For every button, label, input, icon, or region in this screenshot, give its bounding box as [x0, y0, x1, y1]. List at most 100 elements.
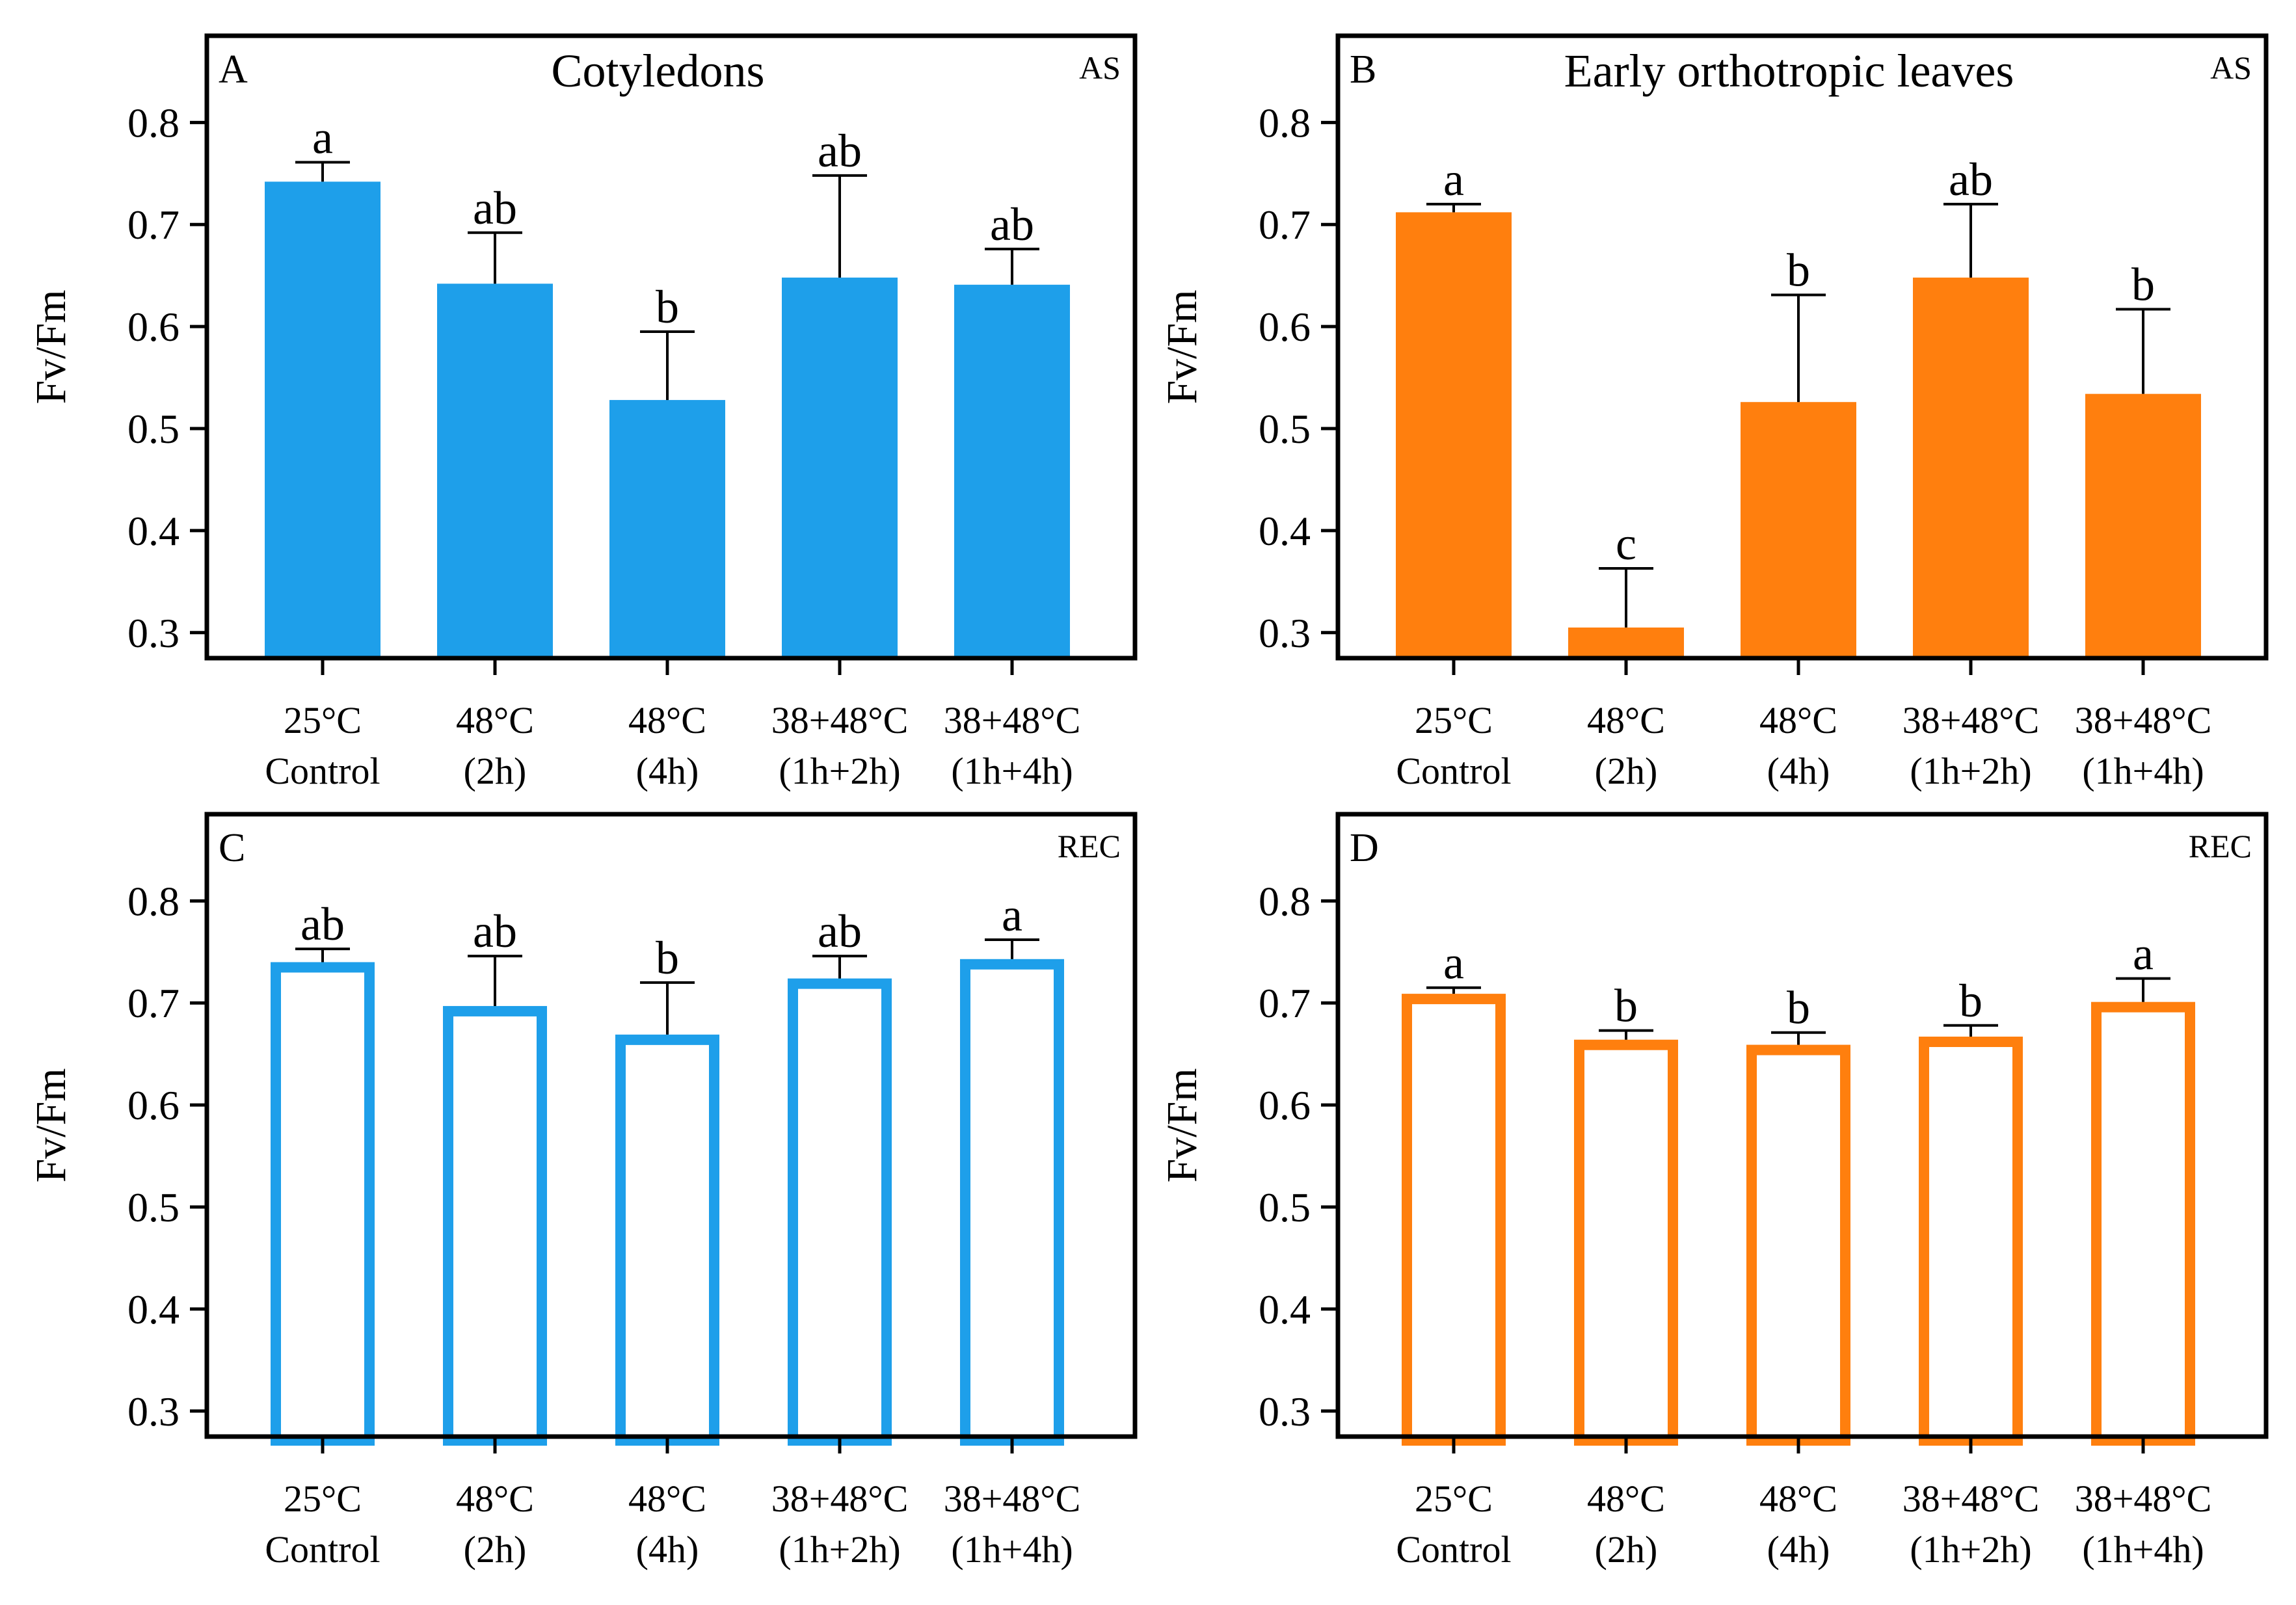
- category-label-d-4-line2: (1h+2h): [1910, 1528, 2031, 1571]
- category-label-d-5-line1: 38+48°C: [2075, 1478, 2212, 1520]
- bar-d-1: [1402, 994, 1506, 1446]
- category-label-b-3-line2: (4h): [1767, 750, 1830, 792]
- category-label-c-3-line2: (4h): [636, 1528, 699, 1571]
- y-tick-label-b-5: 0.7: [1259, 202, 1311, 248]
- category-label-c-2-line1: 48°C: [456, 1478, 534, 1520]
- bar-b-2: [1568, 627, 1684, 658]
- category-label-c-2-line2: (2h): [464, 1528, 527, 1571]
- panel-b: a 25°C Control c 48°C (2h) b 48°C (4h) ab 38+48°C (…: [1158, 33, 2269, 792]
- category-label-c-5-line1: 38+48°C: [944, 1478, 1081, 1520]
- plot-frame-a: [204, 33, 1138, 661]
- category-label-d-2-line2: (2h): [1595, 1528, 1658, 1571]
- category-label-d-5-line2: (1h+4h): [2082, 1528, 2204, 1571]
- significance-label-d-1: a: [1443, 937, 1464, 989]
- significance-label-a-1: a: [312, 112, 333, 164]
- y-tick-label-c-5: 0.7: [127, 980, 180, 1026]
- panel-letter-b: B: [1350, 47, 1376, 92]
- category-label-a-4-line2: (1h+2h): [779, 750, 900, 792]
- category-label-c-5-line2: (1h+4h): [951, 1528, 1073, 1571]
- category-label-a-2-line1: 48°C: [456, 699, 534, 741]
- significance-label-b-2: c: [1616, 518, 1636, 570]
- y-tick-label-b-1: 0.3: [1259, 610, 1311, 656]
- significance-label-c-3: b: [656, 932, 679, 984]
- bar-c-4: [788, 978, 892, 1446]
- bar-d-3: [1746, 1044, 1850, 1446]
- bar-c-3: [615, 1034, 719, 1446]
- bar-a-1: [265, 181, 380, 658]
- significance-label-a-5: ab: [990, 198, 1034, 250]
- category-label-d-1-line1: 25°C: [1415, 1478, 1493, 1520]
- bar-b-5: [2085, 393, 2201, 658]
- category-label-a-4-line1: 38+48°C: [771, 699, 909, 741]
- category-label-b-1-line2: Control: [1396, 750, 1511, 792]
- bar-c-5: [960, 959, 1064, 1446]
- category-label-d-3-line2: (4h): [1767, 1528, 1830, 1571]
- y-axis-title-b: Fv/Fm: [1158, 289, 1206, 404]
- category-label-a-1-line1: 25°C: [284, 699, 362, 741]
- y-tick-label-a-1: 0.3: [127, 610, 180, 656]
- y-tick-label-a-5: 0.7: [127, 202, 180, 248]
- bar-c-1: [271, 962, 375, 1446]
- y-tick-label-a-4: 0.6: [127, 304, 180, 350]
- category-label-b-4-line1: 38+48°C: [1902, 699, 2040, 741]
- category-label-c-3-line1: 48°C: [628, 1478, 706, 1520]
- y-tick-label-d-2: 0.4: [1259, 1286, 1311, 1333]
- bar-a-3: [609, 400, 725, 658]
- category-label-b-5-line1: 38+48°C: [2075, 699, 2212, 741]
- y-tick-label-c-1: 0.3: [127, 1388, 180, 1435]
- bar-c-2: [443, 1005, 547, 1446]
- significance-label-c-1: ab: [300, 898, 345, 950]
- y-tick-label-b-6: 0.8: [1259, 99, 1311, 146]
- bar-a-5: [954, 284, 1070, 658]
- category-label-c-4-line2: (1h+2h): [779, 1528, 900, 1571]
- category-label-b-4-line2: (1h+2h): [1910, 750, 2031, 792]
- significance-label-a-2: ab: [473, 182, 517, 234]
- category-label-b-1-line1: 25°C: [1415, 699, 1493, 741]
- y-tick-label-a-6: 0.8: [127, 99, 180, 146]
- category-label-c-4-line1: 38+48°C: [771, 1478, 909, 1520]
- significance-label-d-5: a: [2133, 928, 2154, 980]
- y-axis-title-a: Fv/Fm: [27, 289, 75, 404]
- panel-title-b: Early orthotropic leaves: [1564, 45, 2014, 97]
- category-label-a-5-line2: (1h+4h): [951, 750, 1073, 792]
- y-tick-label-d-1: 0.3: [1259, 1388, 1311, 1435]
- category-label-b-5-line2: (1h+4h): [2082, 750, 2204, 792]
- bar-d-2: [1574, 1039, 1678, 1446]
- panel-letter-c: C: [219, 826, 245, 870]
- category-label-a-5-line1: 38+48°C: [944, 699, 1081, 741]
- category-label-c-1-line2: Control: [265, 1528, 380, 1571]
- significance-label-c-4: ab: [818, 905, 862, 957]
- significance-label-d-4: b: [1959, 975, 1982, 1027]
- y-tick-label-a-3: 0.5: [127, 406, 180, 452]
- y-tick-label-d-4: 0.6: [1259, 1082, 1311, 1128]
- panel-tag-a: AS: [1079, 49, 1121, 86]
- category-label-d-2-line1: 48°C: [1587, 1478, 1665, 1520]
- y-tick-label-a-2: 0.4: [127, 508, 180, 554]
- y-tick-label-d-3: 0.5: [1259, 1184, 1311, 1230]
- y-tick-label-c-6: 0.8: [127, 878, 180, 924]
- category-label-d-4-line1: 38+48°C: [1902, 1478, 2040, 1520]
- category-label-a-1-line2: Control: [265, 750, 380, 792]
- panel-letter-a: A: [219, 47, 248, 92]
- y-axis-title-c: Fv/Fm: [27, 1068, 75, 1182]
- bar-a-4: [782, 277, 898, 659]
- y-tick-label-c-3: 0.5: [127, 1184, 180, 1230]
- panel-d: a 25°C Control b 48°C (2h) b 48°C (4h) b 38+48°C (1…: [1158, 812, 2269, 1571]
- y-tick-label-c-2: 0.4: [127, 1286, 180, 1333]
- panel-c: ab 25°C Control ab 48°C (2h) b 48°C (4h) ab 38+48°…: [27, 812, 1138, 1571]
- bar-b-4: [1913, 277, 2029, 659]
- plot-frame-c: [204, 812, 1138, 1439]
- significance-label-b-1: a: [1443, 153, 1464, 206]
- category-label-a-3-line2: (4h): [636, 750, 699, 792]
- category-label-b-2-line1: 48°C: [1587, 699, 1665, 741]
- y-tick-label-d-5: 0.7: [1259, 980, 1311, 1026]
- significance-label-b-5: b: [2131, 258, 2155, 310]
- significance-label-c-5: a: [1002, 889, 1022, 941]
- category-label-a-2-line2: (2h): [464, 750, 527, 792]
- panel-a: a 25°C Control ab 48°C (2h) b 48°C (4h) ab 38+48°C…: [27, 33, 1138, 792]
- y-tick-label-d-6: 0.8: [1259, 878, 1311, 924]
- category-label-a-3-line1: 48°C: [628, 699, 706, 741]
- panel-letter-d: D: [1350, 826, 1379, 870]
- panel-tag-c: REC: [1058, 828, 1121, 864]
